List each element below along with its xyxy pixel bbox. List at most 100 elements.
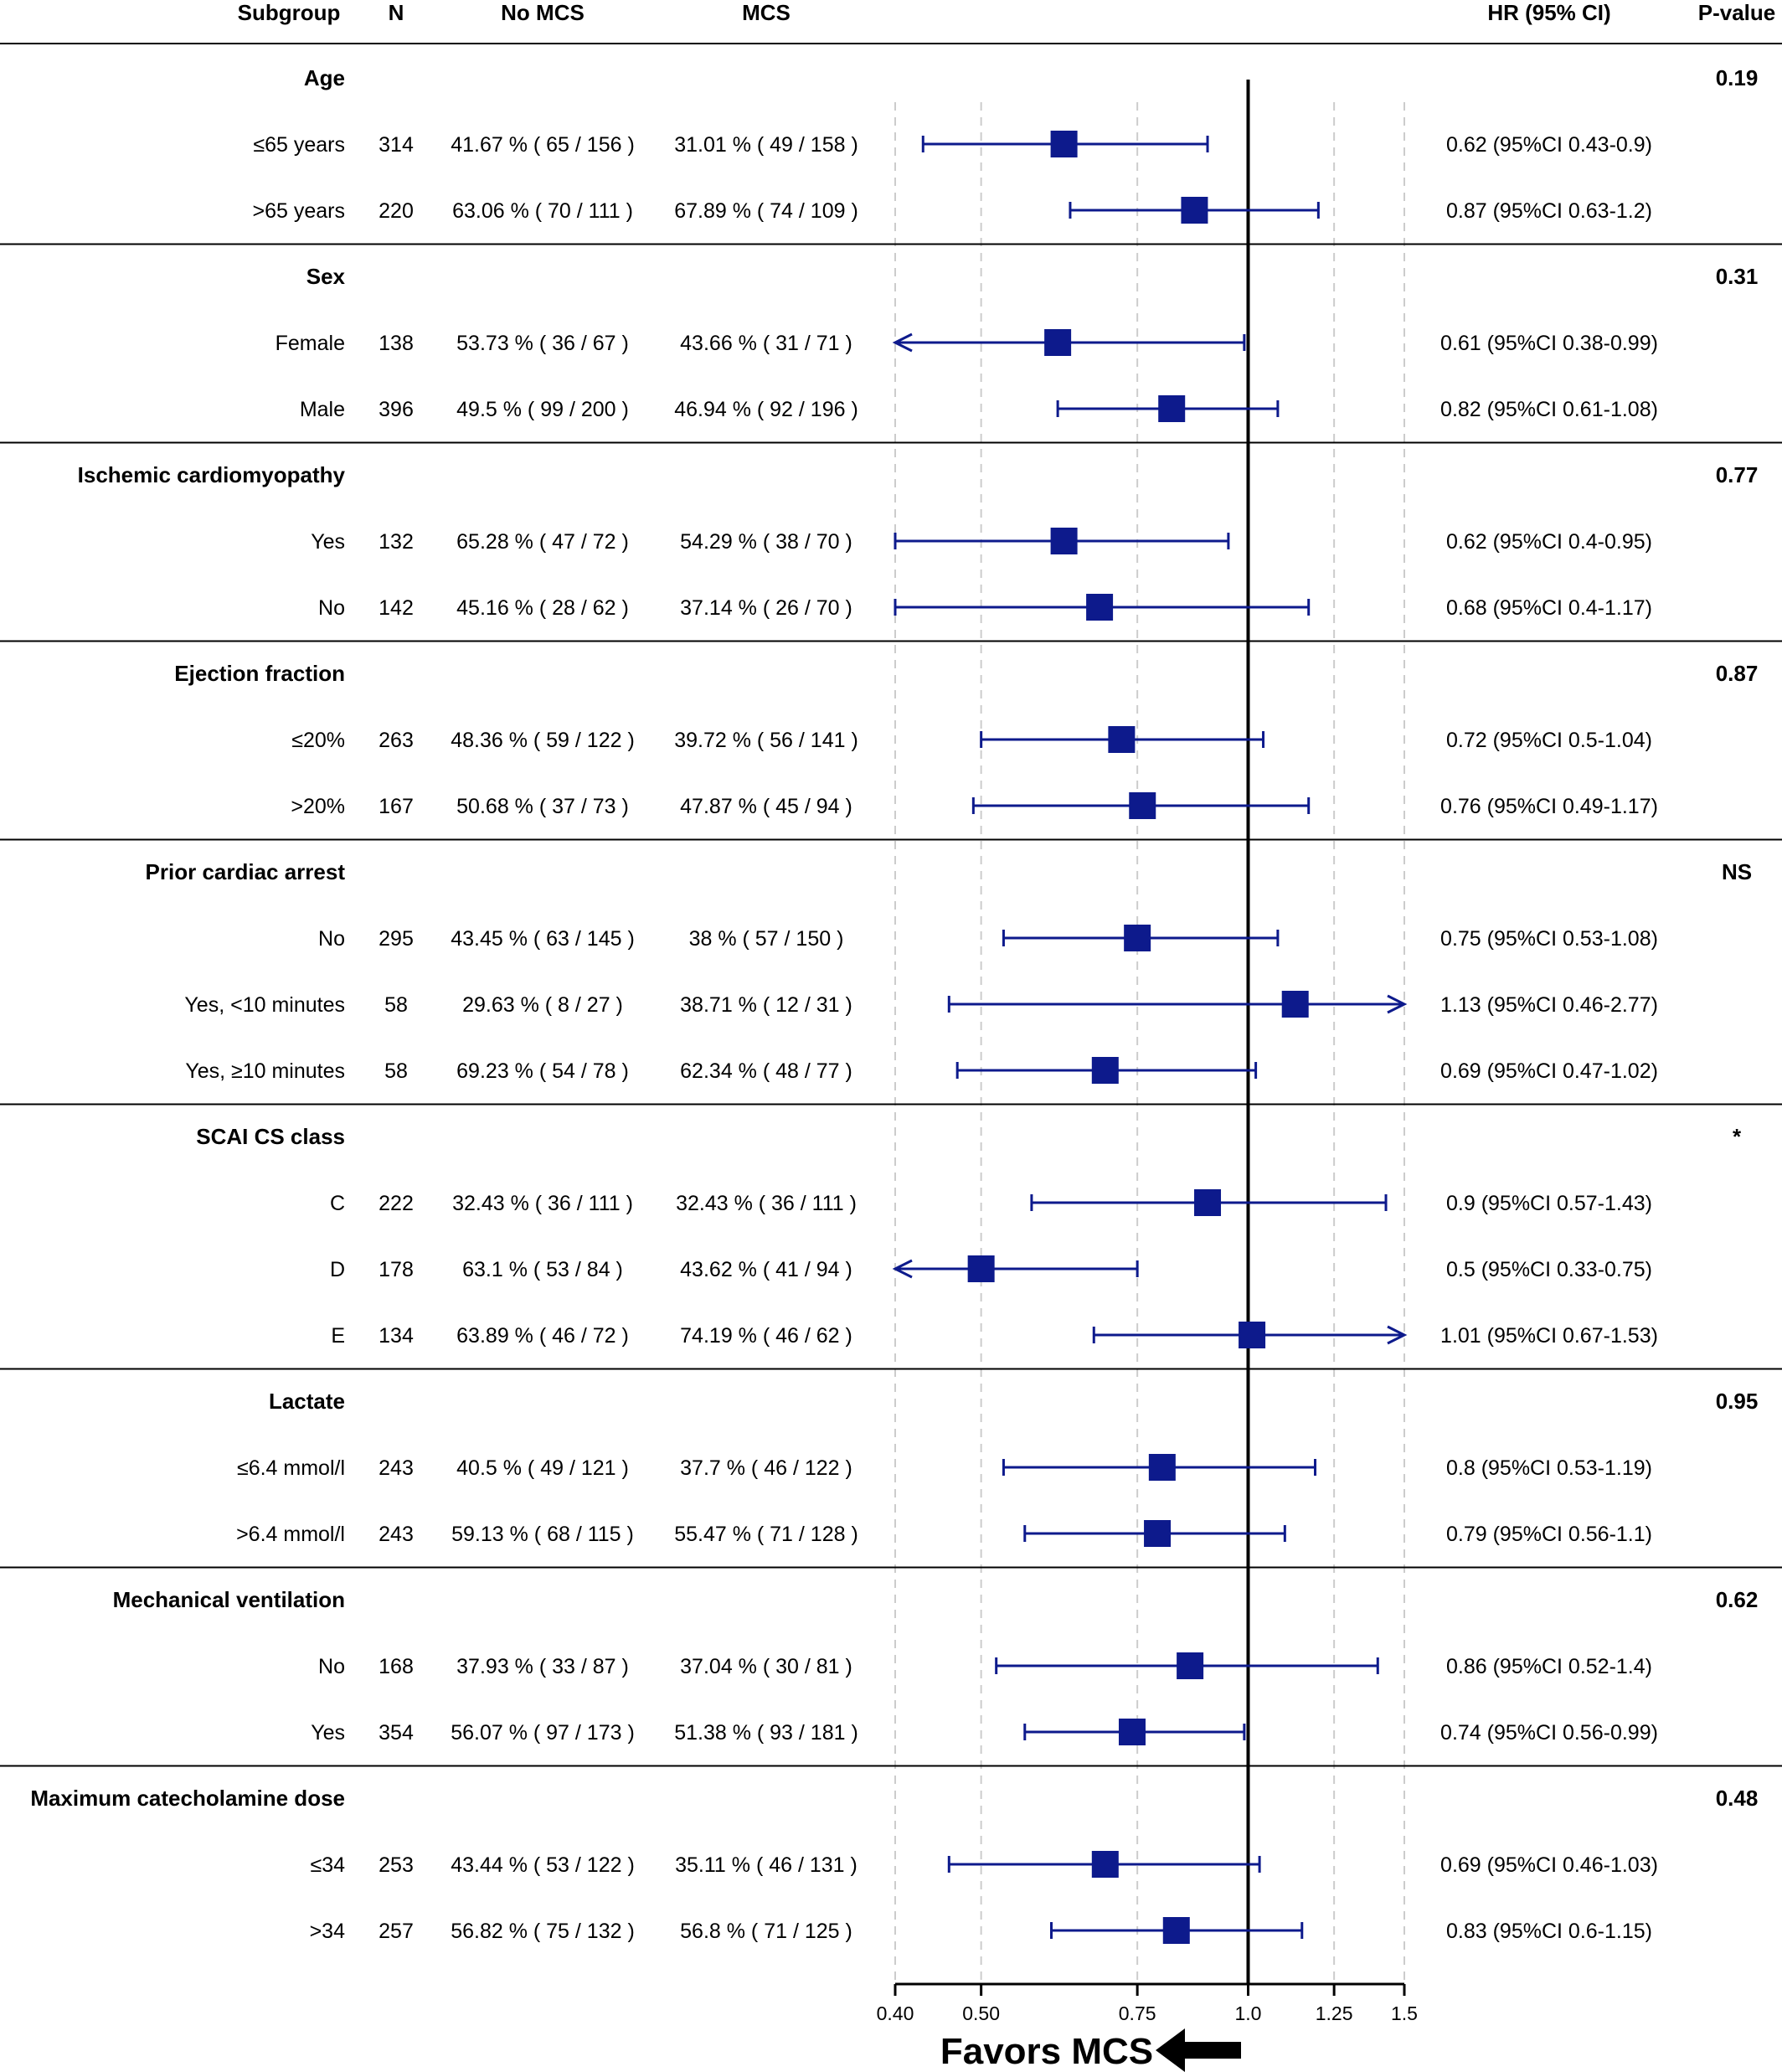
hr-point — [967, 1255, 995, 1282]
x-tick-label: 0.50 — [962, 2002, 1000, 2024]
row-n: 58 — [384, 993, 408, 1017]
hr-point — [1129, 792, 1156, 819]
ci-arrow-left — [892, 332, 913, 353]
row-hr-ci: 0.87 (95%CI 0.63-1.2) — [1446, 199, 1652, 223]
row-hr-ci: 0.61 (95%CI 0.38-0.99) — [1440, 332, 1658, 355]
group-label: Ejection fraction — [174, 661, 345, 686]
row-label: ≤6.4 mmol/l — [237, 1456, 345, 1480]
row-no-mcs: 32.43 % ( 36 / 111 ) — [452, 1192, 633, 1215]
row-no-mcs: 43.44 % ( 53 / 122 ) — [451, 1853, 635, 1877]
row-mcs: 37.7 % ( 46 / 122 ) — [680, 1456, 852, 1480]
group-p-value: 0.48 — [1716, 1786, 1759, 1811]
group-p-value: * — [1733, 1124, 1742, 1149]
row-mcs: 74.19 % ( 46 / 62 ) — [680, 1324, 852, 1348]
row-n: 178 — [379, 1258, 414, 1281]
row-hr-ci: 1.13 (95%CI 0.46-2.77) — [1440, 993, 1658, 1017]
header-n: N — [389, 0, 404, 25]
row-n: 257 — [379, 1920, 414, 1943]
row-mcs: 43.62 % ( 41 / 94 ) — [680, 1258, 852, 1281]
group-p-value: 0.62 — [1716, 1587, 1759, 1612]
group-p-value: 0.19 — [1716, 65, 1759, 90]
row-n: 58 — [384, 1059, 408, 1083]
row-hr-ci: 0.82 (95%CI 0.61-1.08) — [1440, 398, 1658, 421]
x-tick-label: 1.25 — [1316, 2002, 1353, 2024]
row-label: Yes, <10 minutes — [184, 993, 345, 1017]
left-arrow-icon — [1156, 2028, 1241, 2072]
row-hr-ci: 0.62 (95%CI 0.43-0.9) — [1446, 133, 1652, 157]
group-label: Prior cardiac arrest — [146, 859, 346, 884]
row-mcs: 39.72 % ( 56 / 141 ) — [674, 729, 858, 752]
row-mcs: 47.87 % ( 45 / 94 ) — [680, 795, 852, 818]
hr-point — [1108, 726, 1136, 753]
group-label: Sex — [306, 264, 346, 289]
hr-point — [1050, 131, 1078, 157]
row-no-mcs: 65.28 % ( 47 / 72 ) — [456, 530, 629, 554]
ci-arrow-right — [1387, 1325, 1408, 1345]
row-mcs: 46.94 % ( 92 / 196 ) — [674, 398, 858, 421]
table-rows: Age 0.19 ≤65 years 314 41.67 % ( 65 / 156 ) 3… — [0, 65, 1782, 1944]
row-no-mcs: 41.67 % ( 65 / 156 ) — [451, 133, 635, 157]
row-hr-ci: 0.8 (95%CI 0.53-1.19) — [1446, 1456, 1652, 1480]
row-no-mcs: 56.07 % ( 97 / 173 ) — [451, 1721, 635, 1745]
row-n: 354 — [379, 1721, 414, 1745]
row-no-mcs: 45.16 % ( 28 / 62 ) — [456, 596, 629, 620]
row-n: 138 — [379, 332, 414, 355]
row-no-mcs: 59.13 % ( 68 / 115 ) — [451, 1523, 634, 1546]
row-hr-ci: 0.5 (95%CI 0.33-0.75) — [1446, 1258, 1652, 1281]
row-mcs: 55.47 % ( 71 / 128 ) — [674, 1523, 858, 1546]
row-no-mcs: 53.73 % ( 36 / 67 ) — [456, 332, 629, 355]
row-n: 263 — [379, 729, 414, 752]
header-subgroup: Subgroup — [238, 0, 341, 25]
hr-point — [1239, 1322, 1266, 1348]
hr-point — [1091, 1057, 1119, 1084]
ci-arrow-left — [892, 1259, 913, 1279]
row-hr-ci: 0.75 (95%CI 0.53-1.08) — [1440, 927, 1658, 951]
ci-arrow-right — [1387, 994, 1408, 1014]
row-no-mcs: 37.93 % ( 33 / 87 ) — [456, 1655, 629, 1678]
row-n: 222 — [379, 1192, 414, 1215]
row-mcs: 32.43 % ( 36 / 111 ) — [676, 1192, 857, 1215]
row-label: >6.4 mmol/l — [236, 1523, 345, 1546]
row-hr-ci: 0.79 (95%CI 0.56-1.1) — [1446, 1523, 1652, 1546]
hr-point — [1177, 1652, 1204, 1679]
hr-point — [1091, 1851, 1119, 1878]
row-mcs: 31.01 % ( 49 / 158 ) — [674, 133, 858, 157]
row-hr-ci: 0.68 (95%CI 0.4-1.17) — [1446, 596, 1652, 620]
group-p-value: 0.31 — [1716, 264, 1759, 289]
row-n: 243 — [379, 1523, 414, 1546]
hr-point — [1050, 528, 1078, 554]
x-tick-label: 0.75 — [1119, 2002, 1156, 2024]
row-label: ≤65 years — [253, 133, 345, 157]
row-mcs: 43.66 % ( 31 / 71 ) — [680, 332, 852, 355]
hr-point — [1194, 1189, 1222, 1216]
row-label: ≤20% — [291, 729, 345, 752]
row-n: 295 — [379, 927, 414, 951]
row-mcs: 51.38 % ( 93 / 181 ) — [674, 1721, 858, 1745]
favors-mcs-label: Favors MCS — [940, 2031, 1153, 2072]
row-hr-ci: 0.86 (95%CI 0.52-1.4) — [1446, 1655, 1652, 1678]
row-n: 132 — [379, 530, 414, 554]
row-n: 220 — [379, 199, 414, 223]
group-label: SCAI CS class — [196, 1124, 345, 1149]
group-label: Maximum catecholamine dose — [30, 1786, 345, 1811]
hr-point — [1158, 395, 1186, 422]
row-no-mcs: 63.89 % ( 46 / 72 ) — [456, 1324, 629, 1348]
row-n: 167 — [379, 795, 414, 818]
hr-point — [1281, 991, 1309, 1018]
column-headers: Subgroup N No MCS MCS HR (95% CI) P-valu… — [238, 0, 1776, 25]
group-label: Age — [304, 65, 345, 90]
row-hr-ci: 0.69 (95%CI 0.47-1.02) — [1440, 1059, 1658, 1083]
row-n: 253 — [379, 1853, 414, 1877]
row-label: >34 — [310, 1920, 346, 1943]
row-label: C — [330, 1192, 345, 1215]
row-label: Male — [300, 398, 345, 421]
row-label: E — [331, 1324, 345, 1348]
group-label: Mechanical ventilation — [113, 1587, 345, 1612]
row-mcs: 56.8 % ( 71 / 125 ) — [680, 1920, 852, 1943]
grid-lines — [894, 80, 1405, 1984]
x-tick-label: 1.0 — [1234, 2002, 1261, 2024]
hr-point — [1181, 197, 1208, 224]
row-no-mcs: 69.23 % ( 54 / 78 ) — [456, 1059, 629, 1083]
hr-point — [1162, 1917, 1190, 1944]
row-mcs: 62.34 % ( 48 / 77 ) — [680, 1059, 852, 1083]
